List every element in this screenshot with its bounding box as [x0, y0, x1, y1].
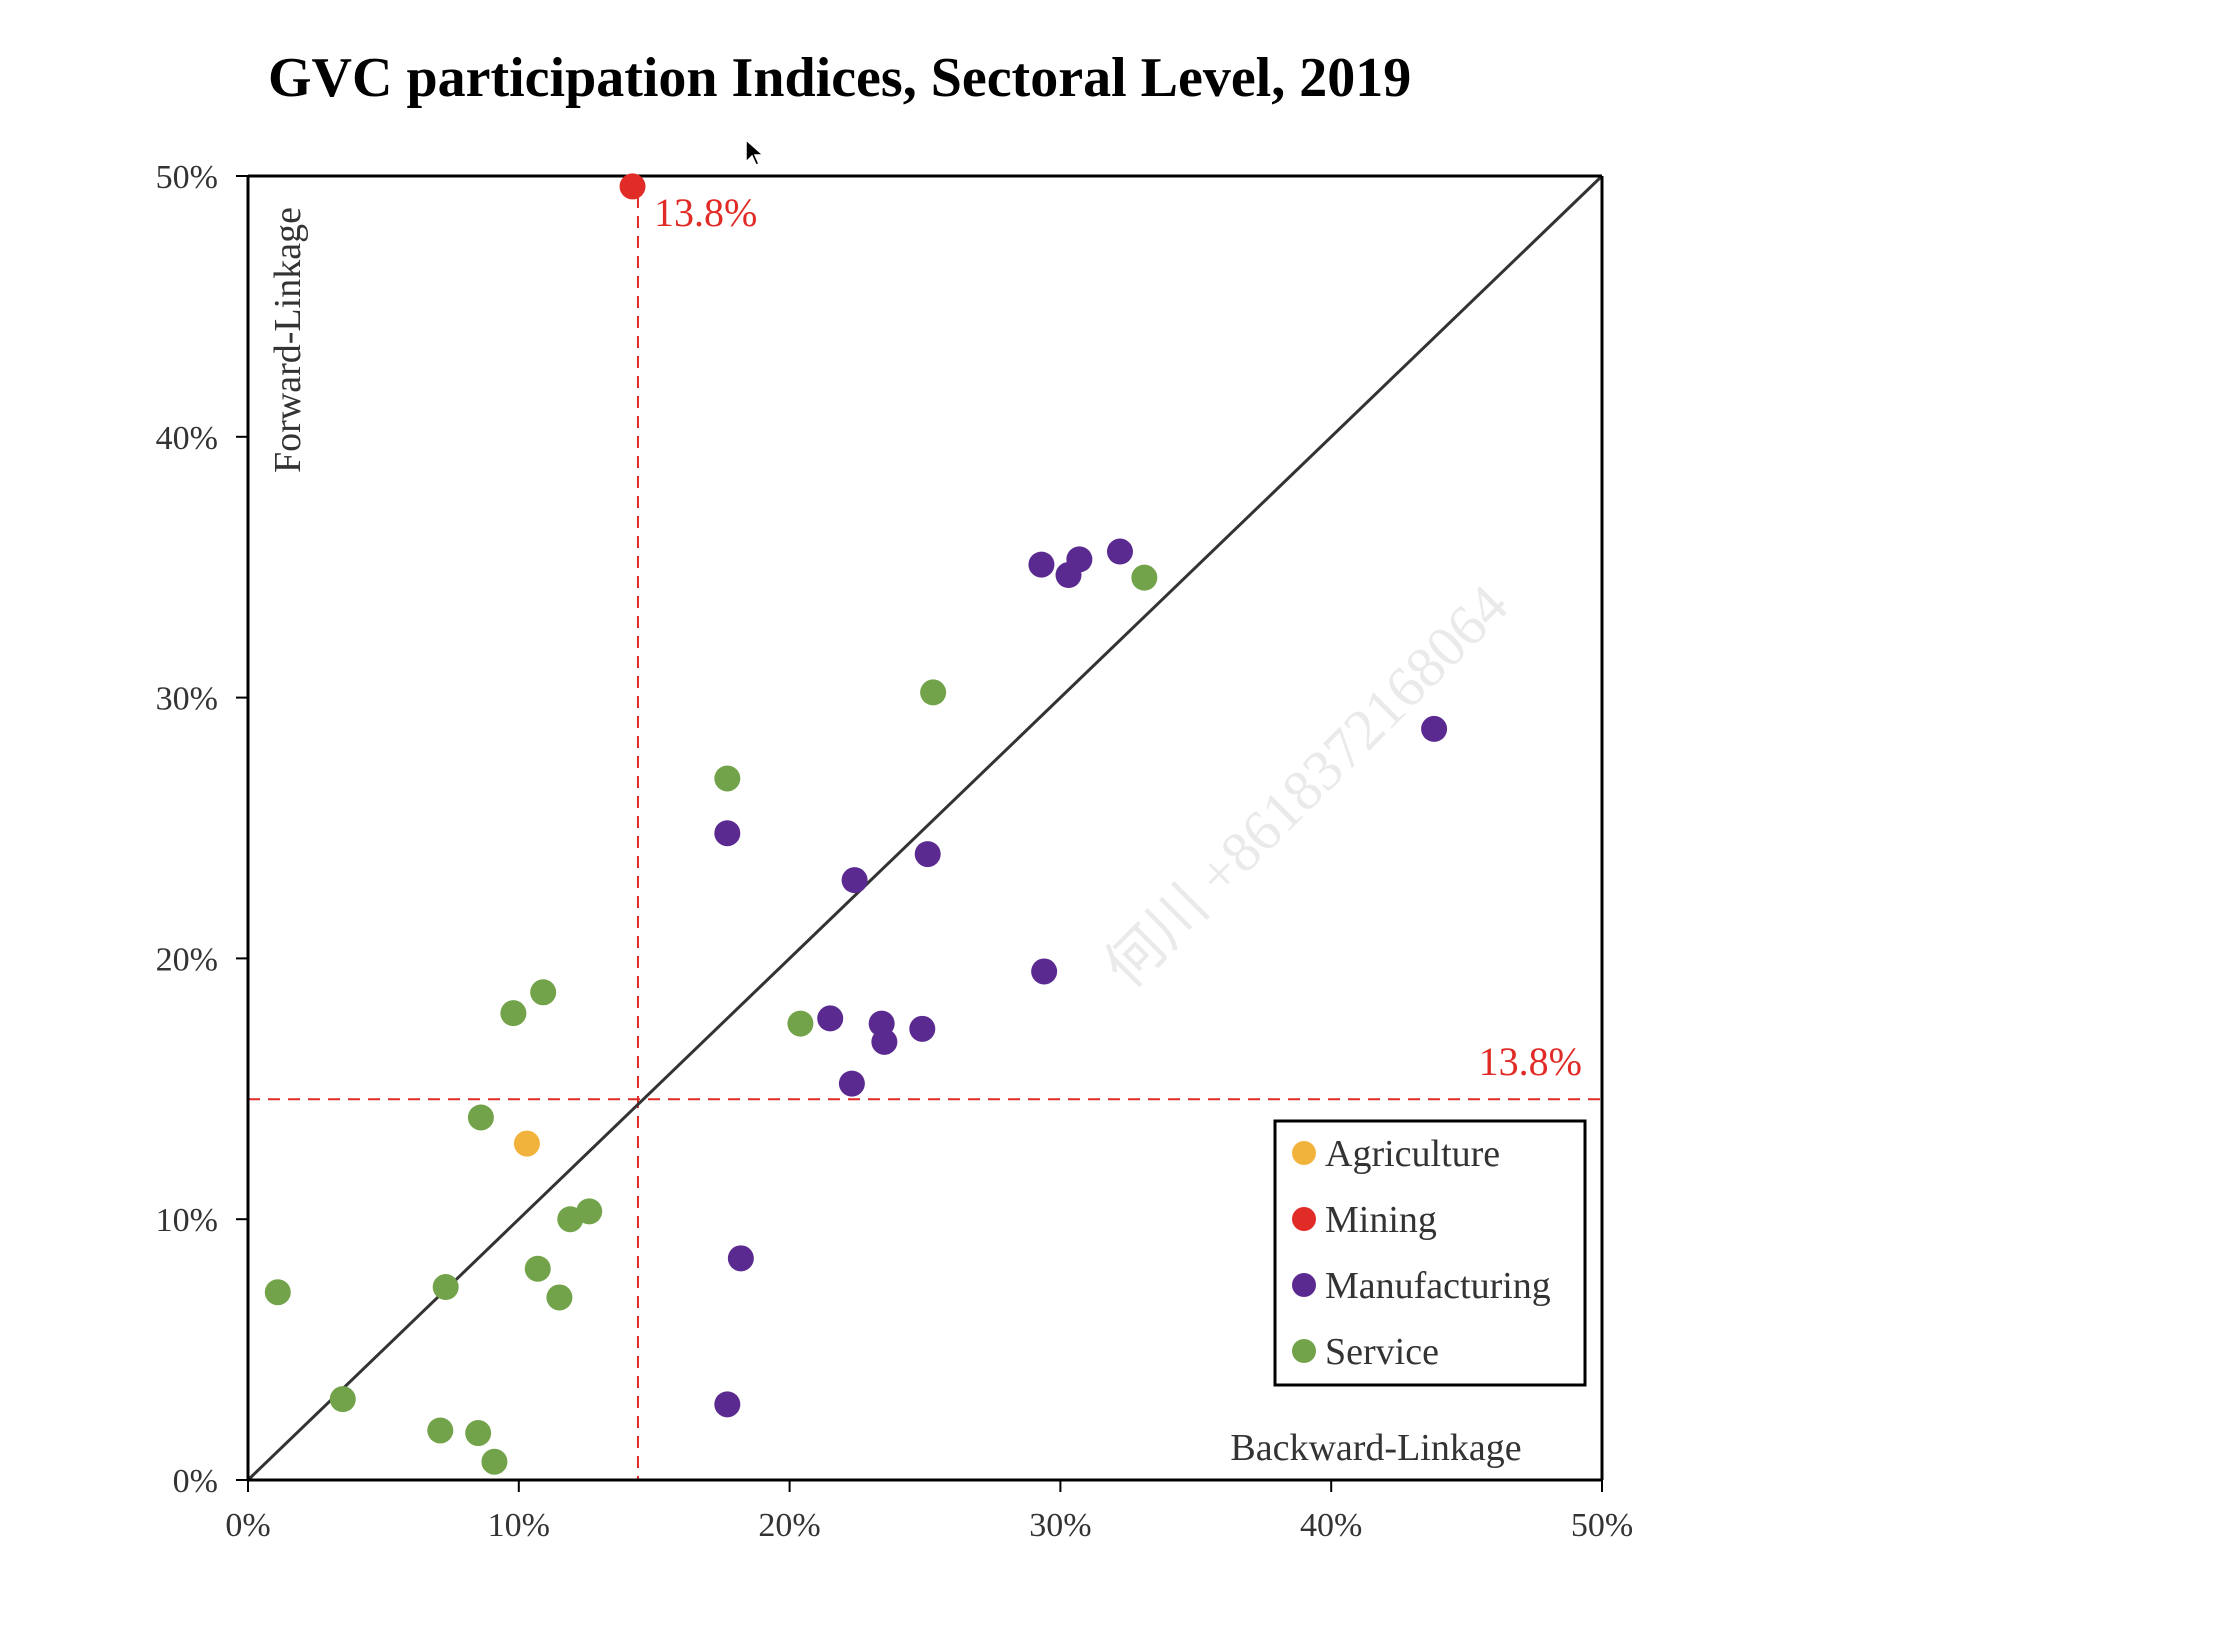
data-point-manufacturing — [909, 1015, 936, 1042]
y-tick-label: 30% — [156, 681, 218, 718]
data-point-service — [524, 1255, 551, 1282]
mouse-cursor-icon — [745, 138, 765, 166]
data-point-manufacturing — [1031, 958, 1058, 985]
data-point-service — [546, 1284, 573, 1311]
data-point-service — [481, 1448, 508, 1475]
legend-marker — [1292, 1141, 1316, 1165]
data-point-service — [432, 1274, 459, 1301]
data-point-manufacturing — [914, 841, 941, 868]
y-tick-label: 20% — [156, 941, 218, 978]
data-point-service — [530, 979, 557, 1006]
data-point-manufacturing — [1066, 546, 1093, 573]
legend-label: Agriculture — [1325, 1133, 1500, 1175]
chart-title: GVC participation Indices, Sectoral Leve… — [268, 47, 1412, 109]
data-point-agriculture — [513, 1130, 540, 1157]
data-point-service — [787, 1010, 814, 1037]
watermark-text: 何川 +8618372168064 — [1092, 572, 1520, 1000]
axes: 0% 10% 20% 30% 40% 50% 0% 10% 20% 30% 40% 50% — [156, 159, 1633, 1544]
data-point-service — [920, 679, 947, 706]
data-point-service — [576, 1198, 603, 1225]
x-tick-label: 10% — [488, 1507, 550, 1544]
data-point-service — [467, 1104, 494, 1131]
y-tick-label: 40% — [156, 420, 218, 457]
data-point-manufacturing — [817, 1005, 844, 1032]
legend-marker — [1292, 1339, 1316, 1363]
x-tick-label: 30% — [1029, 1507, 1091, 1544]
data-point-manufacturing — [714, 820, 741, 847]
vertical-reference-label: 13.8% — [654, 190, 757, 235]
data-point-manufacturing — [714, 1391, 741, 1418]
x-tick-label: 20% — [758, 1507, 820, 1544]
data-point-service — [427, 1417, 454, 1444]
legend-label: Service — [1325, 1331, 1439, 1373]
data-point-manufacturing — [1106, 538, 1133, 565]
data-point-service — [329, 1386, 356, 1413]
legend-box — [1273, 1119, 1587, 1387]
data-point-service — [500, 1000, 527, 1027]
x-tick-label: 0% — [225, 1507, 270, 1544]
data-point-service — [714, 765, 741, 792]
legend-marker — [1292, 1273, 1316, 1297]
diagonal-line — [246, 174, 1604, 1482]
legend: Agriculture Mining Manufacturing Service — [1273, 1119, 1587, 1387]
data-point-manufacturing — [871, 1028, 898, 1055]
data-point-manufacturing — [1421, 715, 1448, 742]
x-tick-label: 40% — [1300, 1507, 1362, 1544]
legend-label: Mining — [1325, 1199, 1437, 1241]
legend-marker — [1292, 1207, 1316, 1231]
data-point-service — [465, 1420, 492, 1447]
data-point-manufacturing — [1028, 551, 1055, 578]
data-point-manufacturing — [841, 867, 868, 894]
horizontal-reference-label: 13.8% — [1479, 1039, 1582, 1084]
data-points — [264, 173, 1448, 1475]
data-point-manufacturing — [727, 1245, 754, 1272]
x-tick-label: 50% — [1571, 1507, 1633, 1544]
data-point-service — [1131, 564, 1158, 591]
data-point-manufacturing — [838, 1070, 865, 1097]
reference-lines: 13.8% 13.8% — [248, 176, 1602, 1480]
legend-label: Manufacturing — [1325, 1265, 1551, 1307]
x-axis-label: Backward-Linkage — [1230, 1427, 1521, 1469]
data-point-service — [264, 1279, 291, 1306]
data-point-mining — [619, 173, 646, 200]
watermark-layer: 何川 +8618372168064 — [1092, 572, 1520, 1000]
y-tick-label: 10% — [156, 1202, 218, 1239]
axis-labels: Forward-Linkage Backward-Linkage — [267, 207, 1522, 1469]
y-axis-label: Forward-Linkage — [267, 207, 309, 473]
y-tick-label: 0% — [173, 1463, 218, 1500]
y-tick-label: 50% — [156, 159, 218, 196]
